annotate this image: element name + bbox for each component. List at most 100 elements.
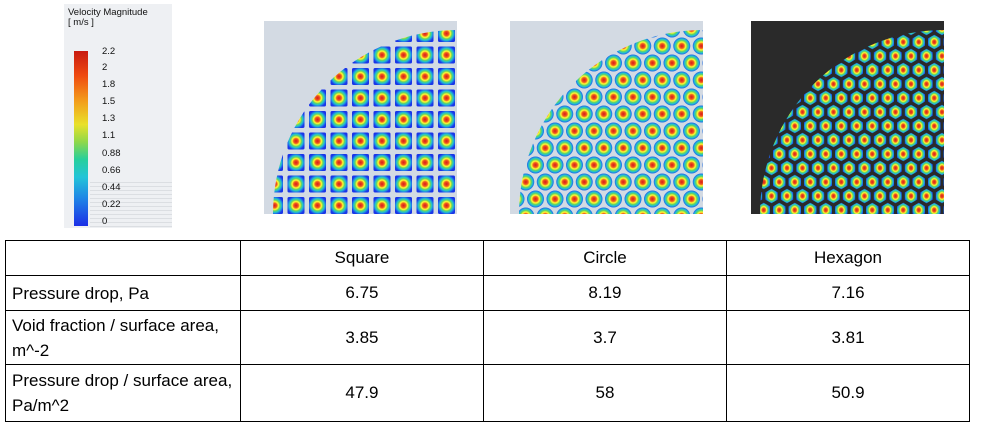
circle-channel: [644, 54, 661, 72]
hexagon-channel: [912, 202, 925, 214]
circle-channel: [536, 105, 554, 123]
hexagon-channel: [889, 188, 902, 204]
hexagon-channel: [850, 202, 863, 214]
square-channel: [438, 89, 455, 107]
hexagon-channel: [943, 62, 944, 78]
hexagon-channel: [912, 174, 925, 190]
results-table: Square Circle Hexagon Pressure drop, Pa …: [5, 240, 971, 422]
hexagon-channel: [804, 62, 817, 78]
hexagon-channel: [920, 188, 933, 204]
table-cell: 3.85: [239, 310, 484, 365]
hexagon-channel: [760, 146, 770, 162]
table-cell: 47.9: [239, 364, 484, 422]
hexagon-channel: [796, 30, 809, 36]
circle-channel: [527, 190, 544, 208]
hexagon-channel: [804, 118, 817, 134]
square-channel: [287, 154, 305, 171]
square-channel: [309, 197, 326, 214]
circle-channel: [653, 37, 671, 55]
circle-channel: [683, 156, 700, 174]
circle-channel: [692, 105, 703, 123]
hexagon-channel: [804, 34, 817, 50]
hexagon-channel: [835, 118, 848, 134]
square-channel: [309, 175, 326, 193]
circle-channel: [605, 88, 622, 106]
hexagon-channel: [858, 104, 871, 120]
circle-channel: [566, 156, 583, 174]
square-channel: [416, 68, 434, 85]
hexagon-channel: [811, 132, 825, 148]
square-channel: [438, 175, 455, 193]
circle-channel: [683, 30, 700, 38]
circle-channel: [595, 173, 613, 191]
hexagon-channel: [850, 118, 863, 134]
hexagon-channel: [866, 202, 879, 214]
hexagon-channel: [943, 34, 944, 50]
hexagon-channel: [773, 90, 786, 106]
circle-channel: [575, 37, 593, 55]
circle-channel: [585, 190, 603, 208]
circle-channel: [519, 156, 525, 174]
hexagon-channel: [935, 188, 944, 204]
hexagon-channel: [765, 132, 778, 148]
hexagon-channel: [858, 76, 871, 92]
table-header-cell: [5, 240, 241, 276]
square-channel: [309, 111, 326, 128]
circle-channel: [527, 156, 544, 174]
hexagon-channel: [850, 34, 863, 50]
square-channel: [287, 68, 305, 85]
hexagon-channel: [850, 62, 863, 78]
square-channel: [287, 111, 305, 128]
circle-channel: [614, 37, 632, 55]
hexagon-channel: [760, 188, 763, 204]
circle-channel: [566, 88, 583, 106]
hexagon-channel: [796, 104, 809, 120]
hexagon-channel: [773, 174, 786, 190]
hexagon-channel: [881, 202, 894, 214]
circle-channel: [585, 122, 603, 140]
hexagon-channel: [928, 174, 941, 190]
hexagon-channel: [796, 48, 809, 64]
hexagon-channel: [904, 30, 918, 36]
hexagon-channel: [920, 132, 933, 148]
square-channel: [438, 68, 455, 85]
hexagon-channel: [760, 104, 763, 120]
hexagon-channel-image: [751, 21, 944, 214]
circle-channel: [556, 71, 574, 89]
hexagon-channel: [835, 62, 848, 78]
hexagon-channel: [912, 146, 925, 162]
hexagon-channel: [912, 34, 925, 50]
legend-tick: 2: [102, 62, 108, 73]
circle-channel: [536, 173, 554, 191]
square-channel: [395, 175, 412, 193]
square-channel: [273, 154, 283, 171]
square-channel: [373, 175, 391, 193]
circle-channel: [624, 190, 642, 208]
circle-channel: [519, 207, 535, 214]
hexagon-channel: [920, 160, 933, 176]
circle-channel: [585, 54, 603, 72]
square-channel: [330, 30, 348, 42]
circle-channel: [653, 105, 671, 123]
hexagon-channel: [773, 202, 786, 214]
square-channel: [416, 89, 434, 107]
square-channel: [330, 132, 348, 150]
hexagon-channel: [804, 146, 817, 162]
hexagon-channel: [858, 48, 871, 64]
table-header-cell: Circle: [482, 240, 727, 276]
circle-channel: [566, 190, 583, 208]
square-channel: [352, 111, 369, 128]
circle-channel: [683, 122, 700, 140]
circle-channel: [692, 37, 703, 55]
hexagon-channel: [943, 202, 944, 214]
hexagon-channel: [850, 174, 863, 190]
circle-channel: [585, 30, 603, 38]
square-channel: [273, 68, 283, 85]
circle-channel: [624, 30, 642, 38]
square-channel: [352, 46, 369, 64]
square-channel: [416, 30, 434, 42]
table-header-cell: Hexagon: [725, 240, 971, 276]
square-channel: [273, 30, 283, 42]
square-channel: [330, 175, 348, 193]
table-cell: 50.9: [725, 364, 971, 422]
